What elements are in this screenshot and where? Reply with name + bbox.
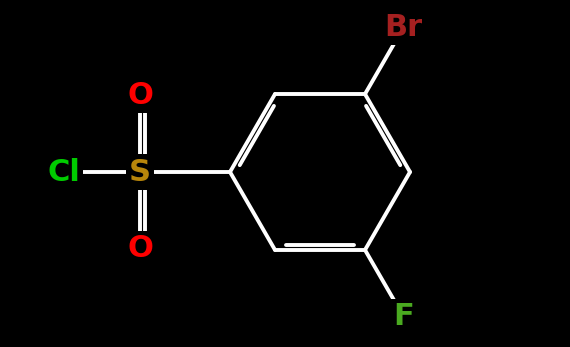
Text: F: F [393,302,414,331]
Text: Cl: Cl [47,158,80,186]
Text: S: S [129,158,151,186]
Text: O: O [127,234,153,263]
Text: Br: Br [384,13,422,42]
Text: O: O [127,81,153,110]
